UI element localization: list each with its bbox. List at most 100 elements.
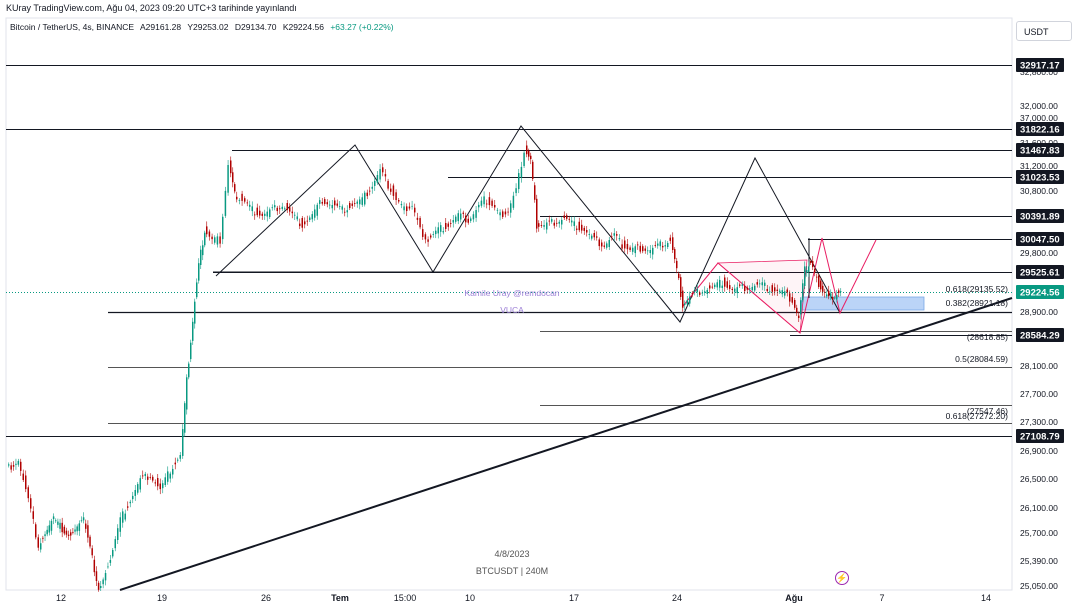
candle-body [299,223,301,227]
candle-body [244,198,246,202]
tag-watermark: VUCA [500,305,524,315]
candle-body [269,209,271,217]
symbol-name[interactable]: Bitcoin / TetherUS, 4s, BINANCE [10,22,135,32]
candle-body [271,207,273,209]
x-tick-label: 14 [981,593,991,603]
candle-body [828,290,830,297]
candle-body [820,280,822,290]
candle-body [316,204,318,216]
candle-body [764,282,766,286]
candle-body [411,205,413,207]
candle-body [306,220,308,222]
candle-body [85,523,87,529]
harmonic-pattern [682,237,877,334]
candle-body [371,186,373,189]
candle-body [528,150,530,157]
candle-body [724,277,726,287]
lightning-icon[interactable]: ⚡ [835,571,849,585]
candle-body [65,530,68,535]
candle-body [830,293,832,297]
candle-body [586,230,588,233]
candle-body [729,285,731,289]
candle-body [822,285,824,292]
candle-body [30,498,32,509]
candle-body [182,429,184,456]
currency-button[interactable]: USDT [1016,21,1072,41]
y-tick-label: 29,800.00 [1020,248,1058,258]
candle-body [222,216,224,240]
candle-body [596,236,598,238]
candle-body [311,214,313,220]
y-tick-label: 37,000.00 [1020,113,1058,123]
candle-body [249,204,251,207]
candle-body [139,478,141,490]
candle-body [583,227,585,231]
low-value: D29134.70 [234,22,277,32]
candle-body [403,206,405,211]
candle-body [494,205,496,208]
candle-body [132,495,134,500]
candle-body [816,276,818,278]
candle-body [100,586,102,588]
candle-body [114,539,116,549]
y-tick-label: 26,500.00 [1020,474,1058,484]
candle-body [629,247,631,250]
candle-body [82,517,85,521]
x-tick-label: 17 [569,593,579,603]
candle-body [129,501,131,504]
candle-body [291,211,293,214]
candle-body [731,288,733,290]
candle-body [211,236,213,240]
candle-body [37,537,39,548]
x-tick-label: 19 [157,593,167,603]
candle-body [532,161,534,179]
candle-body [351,203,353,206]
y-tick-label: 31,200.00 [1020,161,1058,171]
candle-body [63,526,66,534]
candle-body [460,213,462,220]
price-label-box [1016,265,1064,279]
candle-body [680,277,682,297]
candle-body [563,215,565,218]
candle-body [711,286,713,288]
candle-body [520,166,523,178]
candle-body [774,287,776,292]
candle-body [613,233,615,236]
candle-body [379,169,381,180]
candle-body [17,460,20,465]
candle-body [214,237,216,243]
candle-body [326,202,328,205]
candle-body [457,213,459,222]
candle-body [406,206,408,212]
candle-body [59,522,61,529]
y-tick-label: 28,100.00 [1020,361,1058,371]
candle-body [174,462,176,465]
candle-body [652,247,654,255]
candle-body [159,483,161,490]
candle-body [149,477,151,478]
y-tick-label: 27,700.00 [1020,389,1058,399]
last-price-box [1016,285,1064,299]
candle-body [204,232,206,246]
candle-body [818,275,820,287]
candle-body [472,214,475,220]
candle-body [40,543,42,550]
candle-body [480,200,483,206]
candle-body [329,204,331,206]
author-watermark: Kamile Uray @remdocan [464,288,559,298]
candle-body [540,225,543,226]
candle-body [606,243,608,248]
price-label: 32917.17 [1020,61,1060,72]
candle-body [734,288,736,292]
candle-body [561,219,563,225]
candle-body [751,286,753,291]
candle-body [721,285,723,288]
candle-body [376,175,379,183]
price-label-box [1016,58,1064,72]
candle-body [709,285,711,289]
candle-body [109,560,112,563]
candle-body [769,291,771,293]
candle-body [266,211,268,217]
candle-body [714,284,716,288]
